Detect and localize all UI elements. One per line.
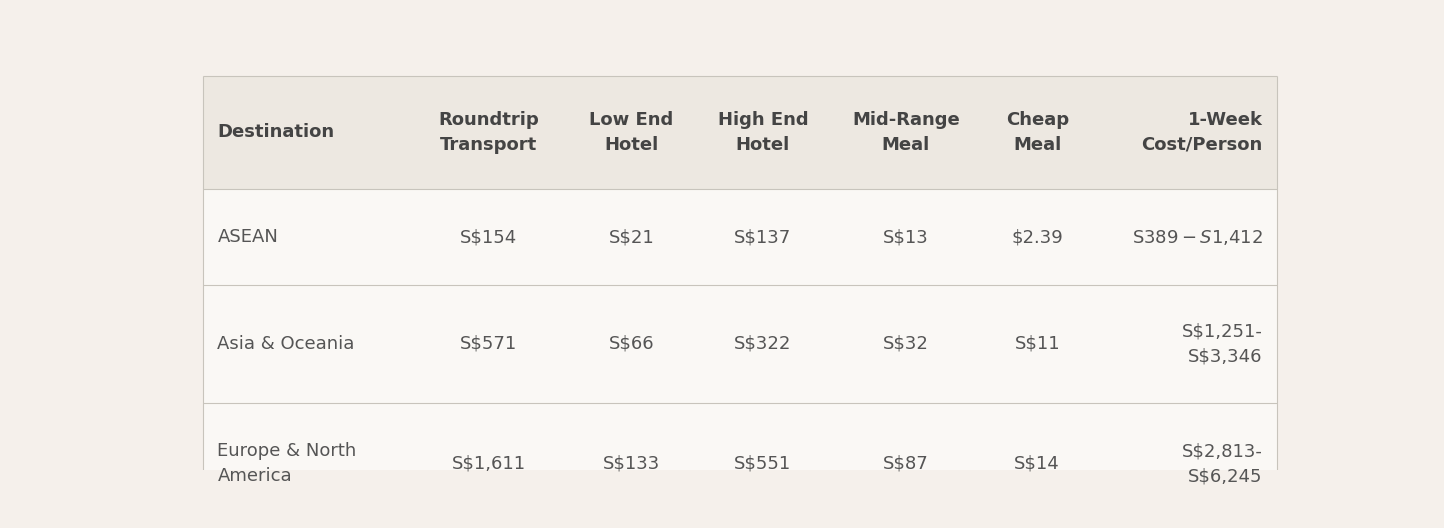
Text: S$137: S$137	[735, 228, 791, 246]
Text: S$32: S$32	[882, 335, 928, 353]
Text: S$1,611: S$1,611	[452, 455, 526, 473]
Text: S$551: S$551	[735, 455, 791, 473]
Text: S$571: S$571	[461, 335, 517, 353]
Text: S$66: S$66	[609, 335, 654, 353]
Text: S$1,251-
S$3,346: S$1,251- S$3,346	[1181, 323, 1262, 365]
Text: $2.39: $2.39	[1011, 228, 1063, 246]
FancyBboxPatch shape	[202, 190, 1278, 285]
FancyBboxPatch shape	[202, 76, 1278, 190]
Text: Asia & Oceania: Asia & Oceania	[218, 335, 355, 353]
Text: Destination: Destination	[218, 124, 335, 142]
Text: S$13: S$13	[882, 228, 928, 246]
Text: ASEAN: ASEAN	[218, 228, 279, 246]
Text: Roundtrip
Transport: Roundtrip Transport	[438, 111, 539, 154]
Text: S$21: S$21	[608, 228, 654, 246]
Text: High End
Hotel: High End Hotel	[718, 111, 809, 154]
Text: Mid-Range
Meal: Mid-Range Meal	[852, 111, 960, 154]
Text: S$2,813-
S$6,245: S$2,813- S$6,245	[1181, 442, 1262, 485]
Text: Cheap
Meal: Cheap Meal	[1005, 111, 1069, 154]
Text: 1-Week
Cost/Person: 1-Week Cost/Person	[1141, 111, 1262, 154]
Text: S$133: S$133	[602, 455, 660, 473]
Text: S$87: S$87	[882, 455, 928, 473]
Text: Low End
Hotel: Low End Hotel	[589, 111, 673, 154]
Text: S$322: S$322	[734, 335, 791, 353]
Text: S$14: S$14	[1014, 455, 1060, 473]
Text: S$154: S$154	[461, 228, 517, 246]
FancyBboxPatch shape	[202, 285, 1278, 403]
Text: S$389-S$1,412: S$389-S$1,412	[1132, 228, 1262, 247]
Text: S$11: S$11	[1014, 335, 1060, 353]
Text: Europe & North
America: Europe & North America	[218, 442, 357, 485]
FancyBboxPatch shape	[202, 403, 1278, 525]
